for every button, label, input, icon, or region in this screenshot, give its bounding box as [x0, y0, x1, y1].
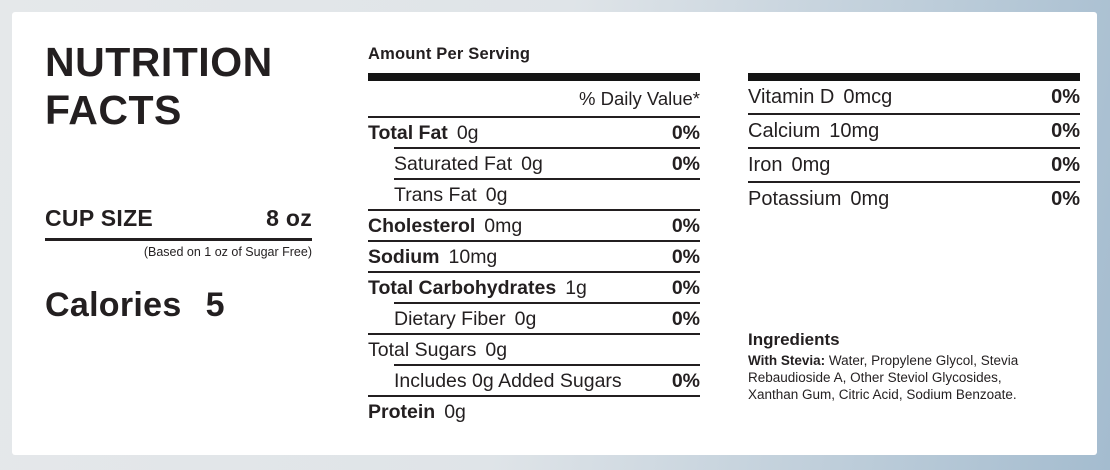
nutrient-amount: 0g — [444, 400, 466, 423]
nutrient-daily-value: 0% — [671, 214, 700, 237]
nutrient-amount: 0g — [485, 183, 508, 206]
divider — [394, 147, 700, 149]
nutrient-row-trans-fat: Trans Fat 0g — [368, 180, 700, 209]
mineral-amount: 10mg — [829, 119, 880, 142]
nutrient-name: Saturated Fat — [394, 152, 513, 175]
nutrient-name: Total Fat — [368, 121, 448, 144]
nutrient-row-cholesterol: Cholesterol 0mg 0% — [368, 211, 700, 240]
ingredients-text: With Stevia: Water, Propylene Glycol, St… — [748, 352, 1054, 403]
nutrient-name: Total Sugars — [368, 338, 477, 361]
divider — [394, 364, 700, 366]
mineral-row-iron: Iron 0mg 0% — [748, 149, 1080, 181]
nutrient-name: Sodium — [368, 245, 440, 268]
nutrient-row-total-fat: Total Fat 0g 0% — [368, 118, 700, 147]
calories-value: 5 — [205, 286, 225, 324]
nutrient-name: Cholesterol — [368, 214, 476, 237]
thick-divider-bar — [748, 73, 1080, 81]
nutrient-name: Protein — [368, 400, 436, 423]
nutrient-name: Total Carbohydrates — [368, 276, 557, 299]
mineral-daily-value: 0% — [1051, 187, 1080, 210]
cup-size-label: CUP SIZE — [45, 205, 154, 231]
divider — [368, 209, 700, 211]
nutrient-row-saturated-fat: Saturated Fat 0g 0% — [368, 149, 700, 178]
mineral-row-potassium: Potassium 0mg 0% — [748, 183, 1080, 215]
divider — [368, 333, 700, 335]
amount-per-serving-header: Amount Per Serving — [368, 45, 531, 63]
nutrition-facts-card: NUTRITION FACTS CUP SIZE 8 oz (Based on … — [12, 12, 1097, 455]
minerals-column: Vitamin D 0mcg 0% Calcium 10mg 0% Iron 0… — [748, 73, 1080, 215]
nutrient-amount: 0mg — [484, 214, 523, 237]
nutrient-daily-value: 0% — [671, 307, 700, 330]
ingredients-section: Ingredients With Stevia: Water, Propylen… — [748, 330, 1054, 403]
mineral-amount: 0mg — [791, 153, 831, 176]
label-title: NUTRITION FACTS — [45, 38, 325, 135]
nutrient-daily-value: 0% — [671, 276, 700, 299]
mineral-row-vitamin-d: Vitamin D 0mcg 0% — [748, 81, 1080, 113]
cup-size-note: (Based on 1 oz of Sugar Free) — [143, 245, 312, 259]
nutrient-daily-value: 0% — [671, 245, 700, 268]
nutrient-daily-value: 0% — [671, 121, 700, 144]
label-title-line2: FACTS — [45, 87, 182, 134]
mineral-daily-value: 0% — [1051, 153, 1080, 176]
nutrients-column: Amount Per Serving % Daily Value* Total … — [368, 45, 700, 426]
mineral-daily-value: 0% — [1051, 85, 1080, 108]
divider — [748, 181, 1080, 183]
nutrient-amount: 10mg — [448, 245, 498, 268]
divider — [368, 271, 700, 273]
daily-value-header: % Daily Value* — [368, 81, 700, 118]
label-title-line1: NUTRITION — [45, 39, 273, 85]
nutrient-row-dietary-fiber: Dietary Fiber 0g 0% — [368, 304, 700, 333]
cup-size-value: 8 oz — [266, 205, 312, 231]
divider — [748, 147, 1080, 149]
nutrient-name: Trans Fat — [394, 183, 477, 206]
mineral-name: Iron — [748, 153, 783, 176]
nutrient-row-protein: Protein 0g — [368, 397, 700, 426]
ingredients-prefix: With Stevia: — [748, 353, 826, 368]
nutrient-row-total-carbohydrates: Total Carbohydrates 1g 0% — [368, 273, 700, 302]
nutrient-name: Includes 0g Added Sugars — [394, 369, 622, 392]
divider — [394, 302, 700, 304]
divider — [748, 113, 1080, 115]
calories-row: Calories 5 — [45, 286, 225, 325]
divider — [394, 178, 700, 180]
mineral-name: Vitamin D — [748, 85, 835, 108]
divider — [368, 240, 700, 242]
mineral-name: Calcium — [748, 119, 821, 142]
ingredients-list: Water, Propylene Glycol, Stevia Rebaudio… — [748, 353, 1019, 403]
nutrient-daily-value: 0% — [671, 152, 700, 175]
nutrient-row-total-sugars: Total Sugars 0g — [368, 335, 700, 364]
nutrient-amount: 0g — [521, 152, 543, 175]
mineral-amount: 0mg — [850, 187, 890, 210]
nutrient-amount: 0g — [456, 121, 479, 144]
calories-label: Calories — [45, 286, 182, 324]
nutrient-daily-value: 0% — [671, 369, 700, 392]
divider — [368, 395, 700, 397]
nutrient-name: Dietary Fiber — [394, 307, 506, 330]
nutrient-row-sodium: Sodium 10mg 0% — [368, 242, 700, 271]
mineral-daily-value: 0% — [1051, 119, 1080, 142]
nutrient-row-added-sugars: Includes 0g Added Sugars 0% — [368, 366, 700, 395]
nutrient-amount: 0g — [485, 338, 508, 361]
mineral-amount: 0mcg — [843, 85, 893, 108]
nutrient-amount: 1g — [565, 276, 587, 299]
mineral-row-calcium: Calcium 10mg 0% — [748, 115, 1080, 147]
cup-size-row: CUP SIZE 8 oz — [45, 205, 312, 241]
thick-divider-bar — [368, 73, 700, 81]
mineral-name: Potassium — [748, 187, 842, 210]
ingredients-heading: Ingredients — [748, 330, 840, 349]
cup-size-section: CUP SIZE 8 oz (Based on 1 oz of Sugar Fr… — [45, 205, 312, 259]
nutrient-amount: 0g — [514, 307, 537, 330]
